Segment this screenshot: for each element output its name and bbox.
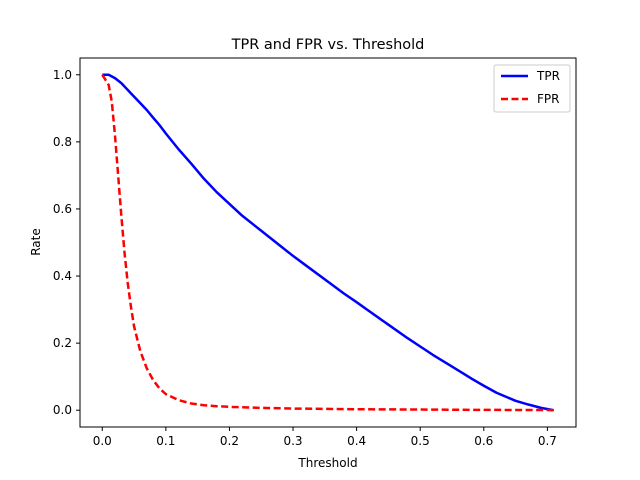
x-tick-label: 0.5 — [411, 434, 430, 448]
y-tick-label: 0.2 — [53, 336, 72, 350]
legend-label-fpr: FPR — [537, 92, 559, 106]
y-tick-label: 0.0 — [53, 403, 72, 417]
y-tick-label: 0.6 — [53, 202, 72, 216]
x-tick-label: 0.0 — [93, 434, 112, 448]
plot-frame — [79, 57, 577, 428]
y-axis: 0.0 0.2 0.4 0.6 0.8 1.0 — [53, 68, 80, 417]
x-tick-label: 0.4 — [347, 434, 366, 448]
x-tick-label: 0.3 — [283, 434, 302, 448]
y-axis-label: Rate — [29, 228, 43, 256]
x-tick-label: 0.6 — [474, 434, 493, 448]
x-tick-label: 0.7 — [538, 434, 557, 448]
series-line-tpr — [102, 73, 554, 412]
y-tick-label: 0.4 — [53, 269, 72, 283]
legend: TPR FPR — [493, 64, 571, 113]
chart-title: TPR and FPR vs. Threshold — [231, 37, 425, 53]
legend-label-tpr: TPR — [536, 69, 560, 83]
x-axis-label: Threshold — [297, 456, 357, 470]
y-tick-label: 1.0 — [53, 68, 72, 82]
x-tick-label: 0.1 — [156, 434, 175, 448]
x-tick-label: 0.2 — [220, 434, 239, 448]
y-tick-label: 0.8 — [53, 135, 72, 149]
series-line-fpr — [101, 74, 554, 412]
x-axis: 0.0 0.1 0.2 0.3 0.4 0.5 0.6 0.7 — [93, 427, 557, 448]
series-layer — [101, 73, 554, 412]
